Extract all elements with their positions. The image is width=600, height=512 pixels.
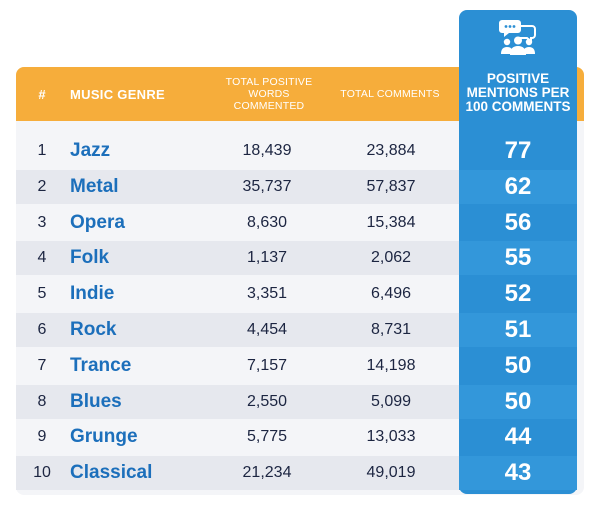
mentions-cell: 55 bbox=[459, 241, 577, 275]
comments-cell: 5,099 bbox=[370, 393, 412, 410]
comments-cell: 14,198 bbox=[366, 357, 416, 374]
rank-cell: 2 bbox=[37, 178, 47, 195]
rank-cell: 9 bbox=[37, 428, 47, 445]
table-row: 1 Jazz 18,439 23,884 bbox=[16, 134, 460, 168]
comments-cell: 49,019 bbox=[366, 464, 416, 481]
mentions-cell: 50 bbox=[504, 352, 532, 379]
table-row: 7 Trance 7,157 14,198 bbox=[16, 349, 460, 383]
table-row: 6 Rock 4,454 8,731 bbox=[16, 313, 460, 347]
comments-cell: 15,384 bbox=[366, 214, 416, 231]
rank-cell: 7 bbox=[37, 357, 47, 374]
header-genre: MUSIC GENRE bbox=[70, 86, 166, 102]
genre-cell: Metal bbox=[70, 176, 119, 197]
comments-cell: 23,884 bbox=[366, 142, 416, 159]
genre-cell: Classical bbox=[70, 462, 153, 483]
rank-cell: 3 bbox=[37, 214, 47, 231]
genre-cell: Trance bbox=[70, 355, 132, 376]
mentions-cell: 77 bbox=[504, 137, 532, 164]
rank-cell: 5 bbox=[37, 285, 47, 302]
comments-cell: 57,837 bbox=[366, 178, 416, 195]
rank-cell: 4 bbox=[37, 249, 47, 266]
table-row: 4 Folk 1,137 2,062 bbox=[16, 241, 460, 275]
positive-words-cell: 18,439 bbox=[242, 142, 292, 159]
genre-cell: Grunge bbox=[70, 426, 138, 447]
mentions-cell: 52 bbox=[504, 280, 532, 307]
rank-cell: 10 bbox=[33, 464, 51, 481]
positive-words-cell: 5,775 bbox=[246, 428, 288, 445]
comment-group-icon bbox=[499, 20, 536, 55]
table-row: 10 Classical 21,234 49,019 bbox=[16, 456, 460, 490]
mentions-cell: 62 bbox=[459, 170, 577, 204]
genre-cell: Indie bbox=[70, 283, 115, 304]
genre-cell: Jazz bbox=[70, 140, 111, 161]
positive-words-cell: 1,137 bbox=[246, 249, 288, 266]
mentions-cell: 43 bbox=[459, 456, 577, 490]
mentions-cell: 50 bbox=[459, 385, 577, 419]
comments-cell: 13,033 bbox=[366, 428, 416, 445]
rank-cell: 6 bbox=[37, 321, 47, 338]
comments-cell: 2,062 bbox=[370, 249, 412, 266]
positive-words-cell: 2,550 bbox=[246, 393, 288, 410]
positive-words-cell: 4,454 bbox=[246, 321, 288, 338]
table-row: 8 Blues 2,550 5,099 bbox=[16, 385, 460, 419]
genre-cell: Opera bbox=[70, 212, 125, 233]
header-total-positive-words: TOTAL POSITIVE WORDS COMMENTED bbox=[225, 76, 313, 112]
table-row: 5 Indie 3,351 6,496 bbox=[16, 277, 460, 311]
genre-cell: Folk bbox=[70, 247, 110, 268]
genre-cell: Rock bbox=[70, 319, 117, 340]
table-row: 9 Grunge 5,775 13,033 bbox=[16, 420, 460, 454]
comments-cell: 8,731 bbox=[370, 321, 412, 338]
header-positive-mentions: POSITIVE MENTIONS PER 100 COMMENTS bbox=[465, 71, 571, 114]
mentions-cell: 51 bbox=[459, 313, 577, 347]
positive-words-cell: 3,351 bbox=[246, 285, 288, 302]
positive-words-cell: 7,157 bbox=[246, 357, 288, 374]
positive-words-cell: 35,737 bbox=[242, 178, 292, 195]
header-total-comments: TOTAL COMMENTS bbox=[340, 88, 440, 100]
table-row: 3 Opera 8,630 15,384 bbox=[16, 206, 460, 240]
genre-cell: Blues bbox=[70, 391, 122, 412]
positive-words-cell: 8,630 bbox=[246, 214, 288, 231]
mentions-cell: 56 bbox=[504, 209, 532, 236]
rank-cell: 8 bbox=[37, 393, 47, 410]
mentions-cell: 44 bbox=[504, 423, 532, 450]
rank-cell: 1 bbox=[37, 142, 47, 159]
comments-cell: 6,496 bbox=[370, 285, 412, 302]
table-row: 2 Metal 35,737 57,837 bbox=[16, 170, 460, 204]
header-rank: # bbox=[38, 86, 46, 102]
positive-words-cell: 21,234 bbox=[242, 464, 292, 481]
